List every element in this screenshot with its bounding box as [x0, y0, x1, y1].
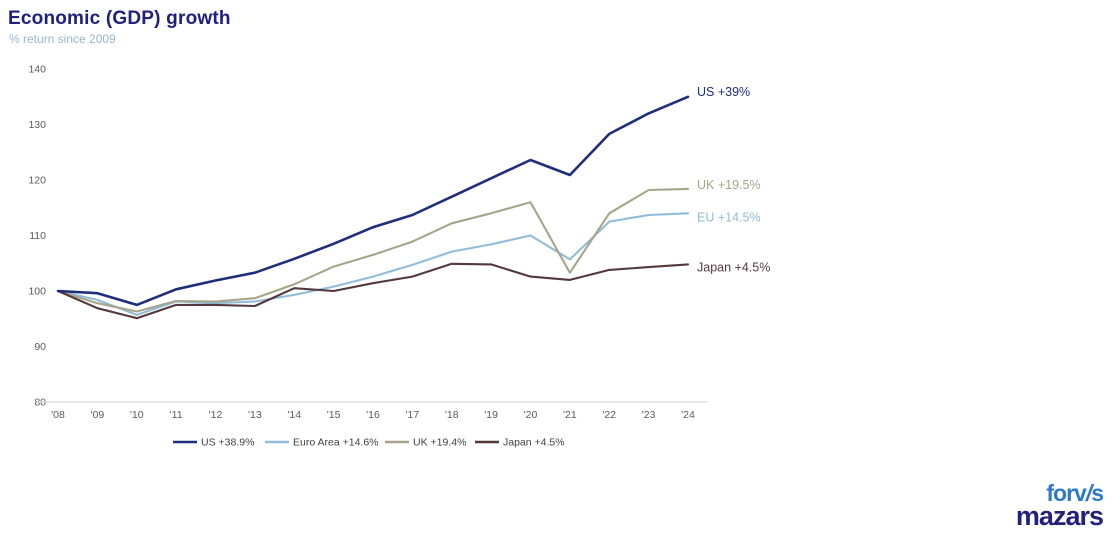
x-axis-tick-label: '10 — [130, 409, 144, 421]
y-axis-tick-label: 90 — [34, 341, 46, 353]
x-axis-tick-label: '19 — [484, 409, 498, 421]
chart-subtitle: % return since 2009 — [9, 32, 116, 46]
x-axis-tick-label: '15 — [327, 409, 341, 421]
logo-line-mazars: mazars — [1015, 501, 1104, 531]
legend-label-uk: UK +19.4% — [413, 437, 466, 449]
x-axis-tick-label: '08 — [51, 409, 65, 421]
y-axis-tick-label: 130 — [28, 119, 46, 131]
y-axis-tick-label: 140 — [28, 64, 46, 76]
x-axis-tick-label: '16 — [366, 409, 380, 421]
forvis-mazars-logo: forv/s mazars — [1015, 480, 1104, 531]
x-axis-tick-label: '23 — [642, 409, 656, 421]
chart-title: Economic (GDP) growth — [8, 8, 231, 29]
legend-label-euro-area: Euro Area +14.6% — [293, 437, 379, 449]
x-axis-tick-label: '24 — [681, 409, 695, 421]
series-line-euro-area — [56, 212, 690, 316]
series-end-label-japan: Japan +4.5% — [697, 260, 770, 274]
series-end-label-us: US +39% — [697, 85, 750, 99]
gdp-line-chart-canvas: 1401301201101009080'08'09'10'11'12'13'14… — [28, 64, 770, 449]
x-axis-tick-label: '17 — [406, 409, 420, 421]
gdp-growth-chart: 140 130 120 110 100 90 80'08'09'10'11'12'13'14… — [0, 50, 790, 470]
legend-label-us: US +38.9% — [201, 437, 254, 449]
x-axis-tick-label: '12 — [209, 409, 223, 421]
x-axis-tick-label: '21 — [563, 409, 577, 421]
y-axis-tick-label: 120 — [28, 175, 46, 187]
x-axis-tick-label: '13 — [248, 409, 262, 421]
series-line-us — [56, 95, 690, 307]
series-line-japan — [56, 262, 690, 320]
series-end-label-uk: UK +19.5% — [697, 178, 761, 192]
x-axis-tick-label: '22 — [602, 409, 616, 421]
x-axis-tick-label: '14 — [287, 409, 301, 421]
legend-label-japan: Japan +4.5% — [503, 437, 565, 449]
y-axis-tick-label: 110 — [29, 230, 46, 242]
x-axis-tick-label: '09 — [91, 409, 105, 421]
logo-slash-i: / — [1085, 480, 1092, 506]
logo-line-forvis: forv/s — [1046, 480, 1104, 506]
x-axis-tick-label: '11 — [170, 409, 183, 421]
series-end-label-euro-area: EU +14.5% — [697, 210, 761, 224]
x-axis-tick-label: '18 — [445, 409, 459, 421]
x-axis-tick-label: '20 — [524, 409, 538, 421]
series-line-uk — [56, 187, 690, 313]
y-axis-tick-label: 100 — [28, 286, 46, 298]
